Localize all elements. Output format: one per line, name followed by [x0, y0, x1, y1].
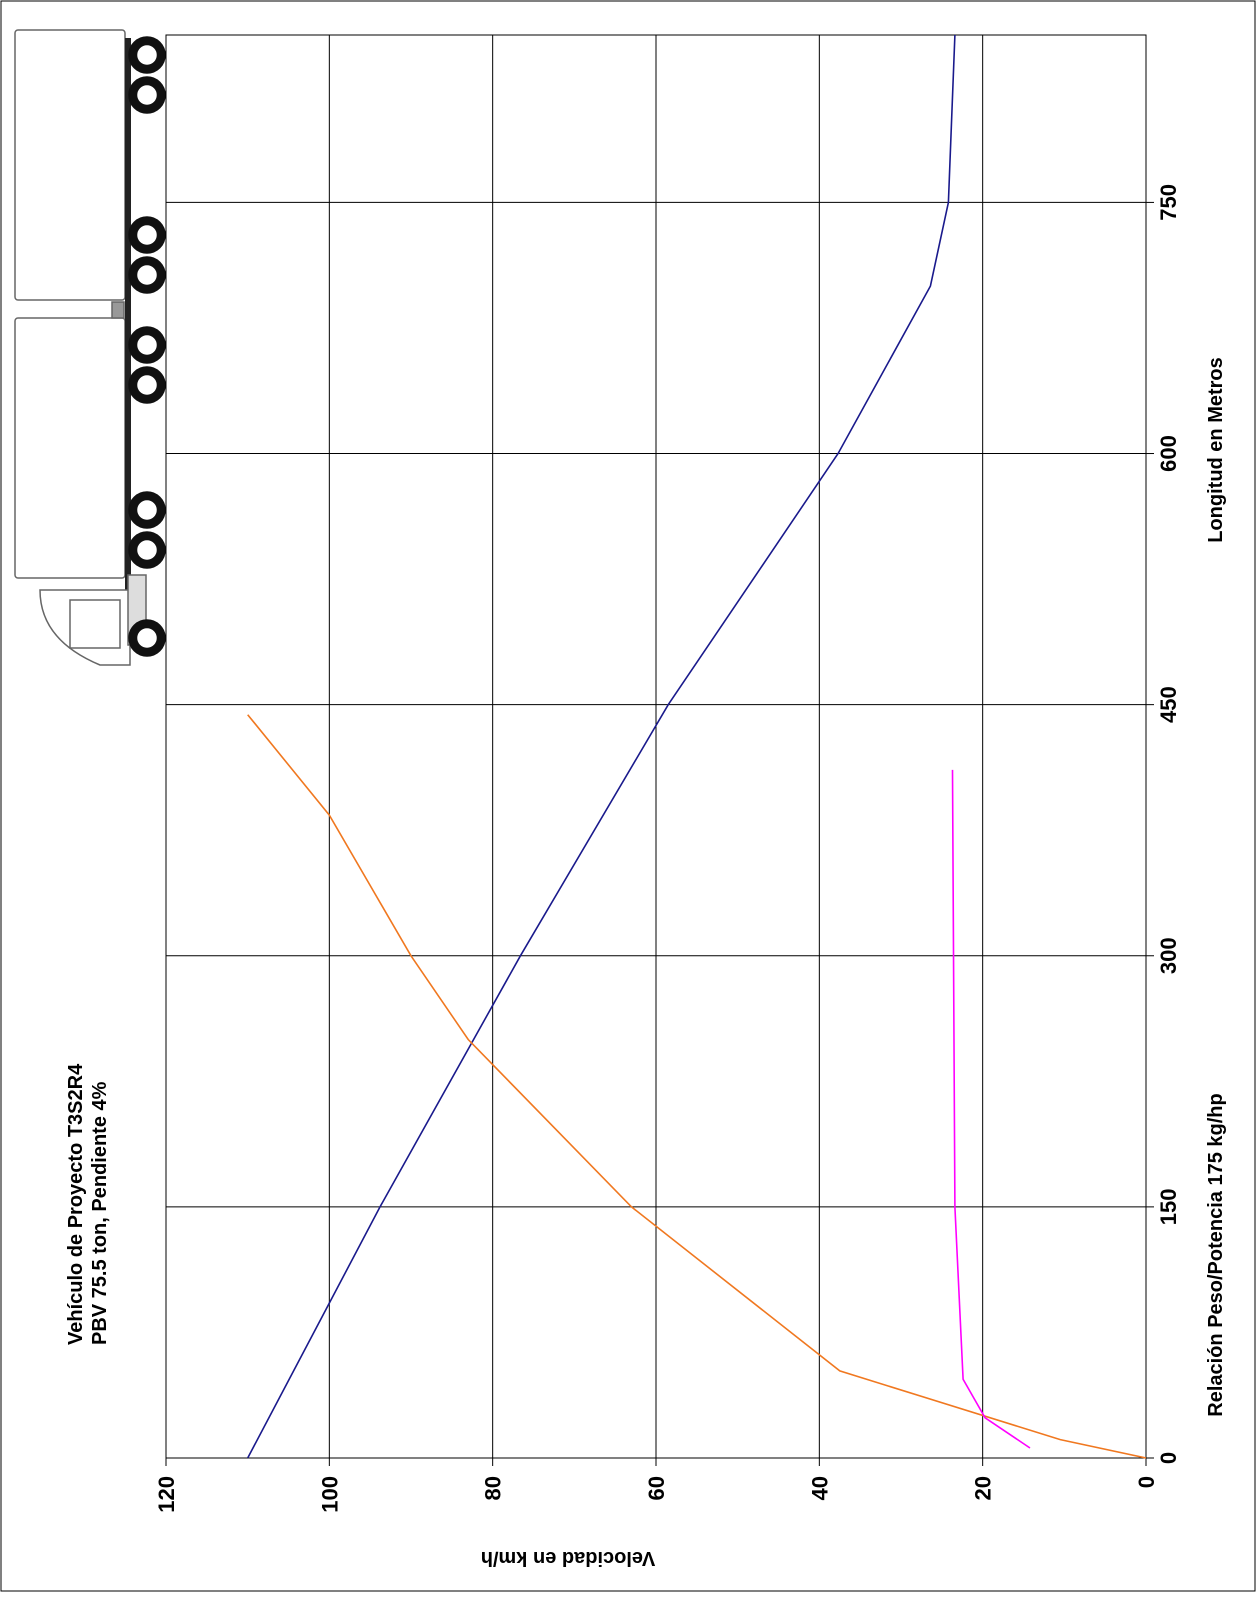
series-line	[246, 34, 956, 1459]
series-line	[247, 714, 1147, 1459]
x-tick-label: 300	[1156, 937, 1181, 974]
y-tick-label: 0	[1134, 1476, 1159, 1488]
x-axis-label-secondary: Relación Peso/Potencia 175 kg/hp	[1205, 1093, 1227, 1416]
y-tick-label: 120	[154, 1476, 179, 1513]
x-tick-label: 0	[1156, 1452, 1181, 1464]
series-line	[951, 769, 1031, 1449]
y-tick-label: 60	[644, 1476, 669, 1500]
x-axis-label: Longitud en Metros	[1205, 357, 1227, 543]
y-tick-label: 20	[971, 1476, 996, 1500]
y-axis-label: Velocidad en km/h	[481, 1547, 656, 1569]
chart-subtitle: PBV 75.5 ton, Pendiente 4%	[89, 1081, 111, 1345]
y-tick-label: 80	[481, 1476, 506, 1500]
x-tick-label: 450	[1156, 686, 1181, 723]
y-tick-label: 40	[807, 1476, 832, 1500]
x-tick-label: 750	[1156, 184, 1181, 221]
x-tick-label: 600	[1156, 435, 1181, 472]
chart-title: Vehículo de Proyecto T3S2R4	[65, 1063, 87, 1345]
truck-illustration	[14, 29, 166, 666]
y-tick-label: 100	[317, 1476, 342, 1513]
x-tick-label: 150	[1156, 1189, 1181, 1226]
